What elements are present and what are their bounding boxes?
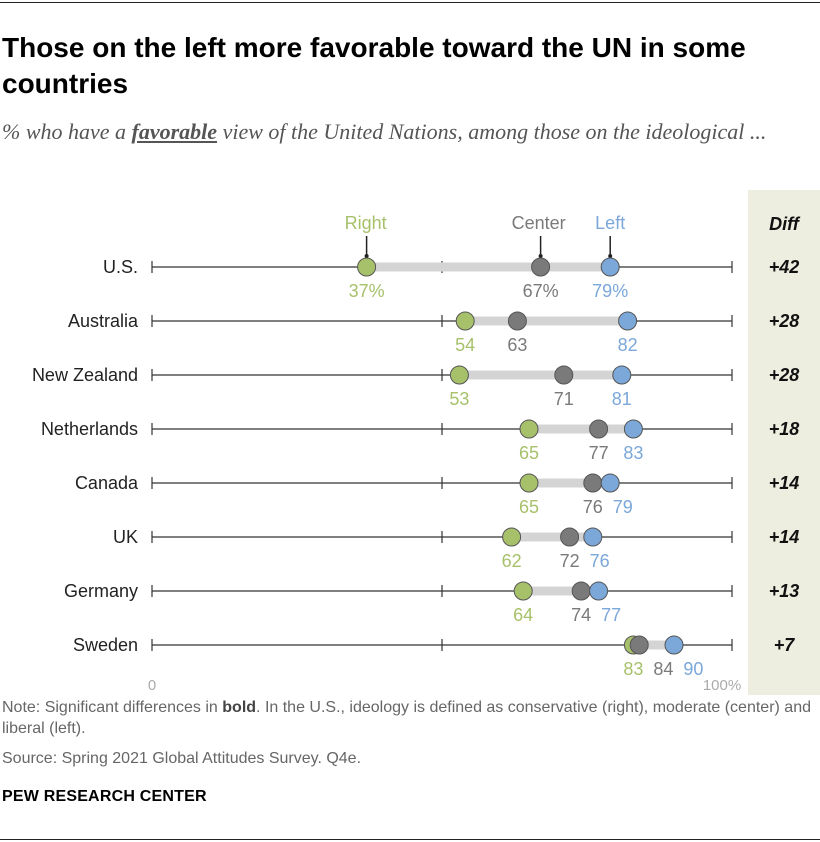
value-label-center-germany: 74	[571, 605, 591, 625]
value-label-right-netherlands: 65	[519, 443, 539, 463]
legend-pointer-dot-left	[608, 254, 613, 258]
note-suffix: . In the U.S., ideology is defined as co…	[2, 699, 811, 737]
legend-pointer-dot-center	[538, 254, 543, 258]
dot-left-germany	[589, 581, 609, 601]
diff-value-canada: +14	[769, 473, 800, 493]
diff-column-background	[748, 190, 820, 695]
row-label-australia: Australia	[68, 311, 139, 331]
value-label-center-australia: 63	[507, 335, 527, 355]
axis-min-label: 0	[148, 677, 156, 694]
row-label-canada: Canada	[75, 473, 139, 493]
value-label-left-canada: 79	[613, 497, 633, 517]
value-label-right-sweden: 83	[623, 659, 643, 679]
dot-center-uk	[560, 527, 580, 547]
value-label-left-netherlands: 83	[623, 443, 643, 463]
bottom-rule	[0, 839, 820, 840]
value-label-right-australia: 54	[455, 335, 475, 355]
legend-right: Right	[345, 213, 387, 233]
diff-value-uk: +14	[769, 527, 800, 547]
value-label-center-canada: 76	[583, 497, 603, 517]
value-label-left-australia: 82	[618, 335, 638, 355]
value-label-right-canada: 65	[519, 497, 539, 517]
dot-right-australia	[455, 311, 475, 331]
dot-range-chart: Diff Right Center Left U.S. 37% 67% 79% +42 Austr…	[32, 190, 820, 695]
diff-value-sweden: +7	[774, 635, 796, 655]
source-line: Source: Spring 2021 Global Attitudes Sur…	[2, 750, 362, 767]
legend-center: Center	[512, 213, 566, 233]
value-label-right-u-s: 37%	[349, 281, 385, 301]
value-label-right-new-zealand: 53	[449, 389, 469, 409]
value-label-left-u-s: 79%	[592, 281, 628, 301]
dot-left-netherlands	[623, 419, 643, 439]
dot-center-u-s	[531, 257, 551, 277]
value-label-center-uk: 72	[560, 551, 580, 571]
dot-right-new-zealand	[449, 365, 469, 385]
dot-right-germany	[513, 581, 533, 601]
value-label-left-sweden: 90	[683, 659, 703, 679]
dot-right-uk	[502, 527, 522, 547]
value-label-center-netherlands: 77	[589, 443, 609, 463]
top-rule	[0, 2, 820, 3]
value-label-left-uk: 76	[590, 551, 610, 571]
dot-left-u-s	[600, 257, 620, 277]
row-label-sweden: Sweden	[73, 635, 138, 655]
chart-title: Those on the left more favorable toward …	[2, 32, 746, 99]
row-label-u-s: U.S.	[103, 257, 138, 277]
value-label-center-new-zealand: 71	[554, 389, 574, 409]
subtitle-emphasis: favorable	[131, 119, 218, 144]
dot-left-canada	[600, 473, 620, 493]
diff-value-netherlands: +18	[769, 419, 800, 439]
dot-left-new-zealand	[612, 365, 632, 385]
dot-right-canada	[519, 473, 539, 493]
value-label-right-uk: 62	[502, 551, 522, 571]
dot-left-australia	[618, 311, 638, 331]
legend-left: Left	[595, 213, 625, 233]
row-label-new-zealand: New Zealand	[32, 365, 138, 385]
value-label-right-germany: 64	[513, 605, 533, 625]
diff-header: Diff	[769, 214, 801, 234]
legend-pointer-dot-right	[364, 254, 369, 258]
dot-center-germany	[571, 581, 591, 601]
value-label-center-u-s: 67%	[523, 281, 559, 301]
brand-logo-text: PEW RESEARCH CENTER	[2, 788, 207, 805]
dot-right-netherlands	[519, 419, 539, 439]
note-bold-word: bold	[222, 699, 257, 716]
chart-subtitle: % who have a favorable view of the Unite…	[2, 117, 802, 147]
dot-center-canada	[583, 473, 603, 493]
row-label-uk: UK	[113, 527, 138, 547]
dot-left-uk	[583, 527, 603, 547]
value-label-center-sweden: 84	[653, 659, 673, 679]
dot-left-sweden	[664, 635, 684, 655]
row-label-germany: Germany	[64, 581, 138, 601]
dot-center-netherlands	[589, 419, 609, 439]
dot-center-australia	[507, 311, 527, 331]
subtitle-suffix: view of the United Nations, among those …	[217, 119, 767, 144]
diff-value-germany: +13	[769, 581, 800, 601]
dot-center-sweden	[629, 635, 649, 655]
subtitle-prefix: % who have a	[2, 119, 132, 144]
value-label-left-germany: 77	[601, 605, 621, 625]
diff-value-australia: +28	[769, 311, 800, 331]
row-label-netherlands: Netherlands	[41, 419, 138, 439]
diff-value-new-zealand: +28	[769, 365, 800, 385]
diff-value-u-s: +42	[769, 257, 800, 277]
axis-max-label: 100%	[703, 677, 741, 694]
dot-center-new-zealand	[554, 365, 574, 385]
note-prefix: Note: Significant differences in	[2, 699, 223, 716]
value-label-left-new-zealand: 81	[612, 389, 632, 409]
dot-right-u-s	[357, 257, 377, 277]
footnote: Note: Significant differences in bold. I…	[2, 697, 818, 739]
